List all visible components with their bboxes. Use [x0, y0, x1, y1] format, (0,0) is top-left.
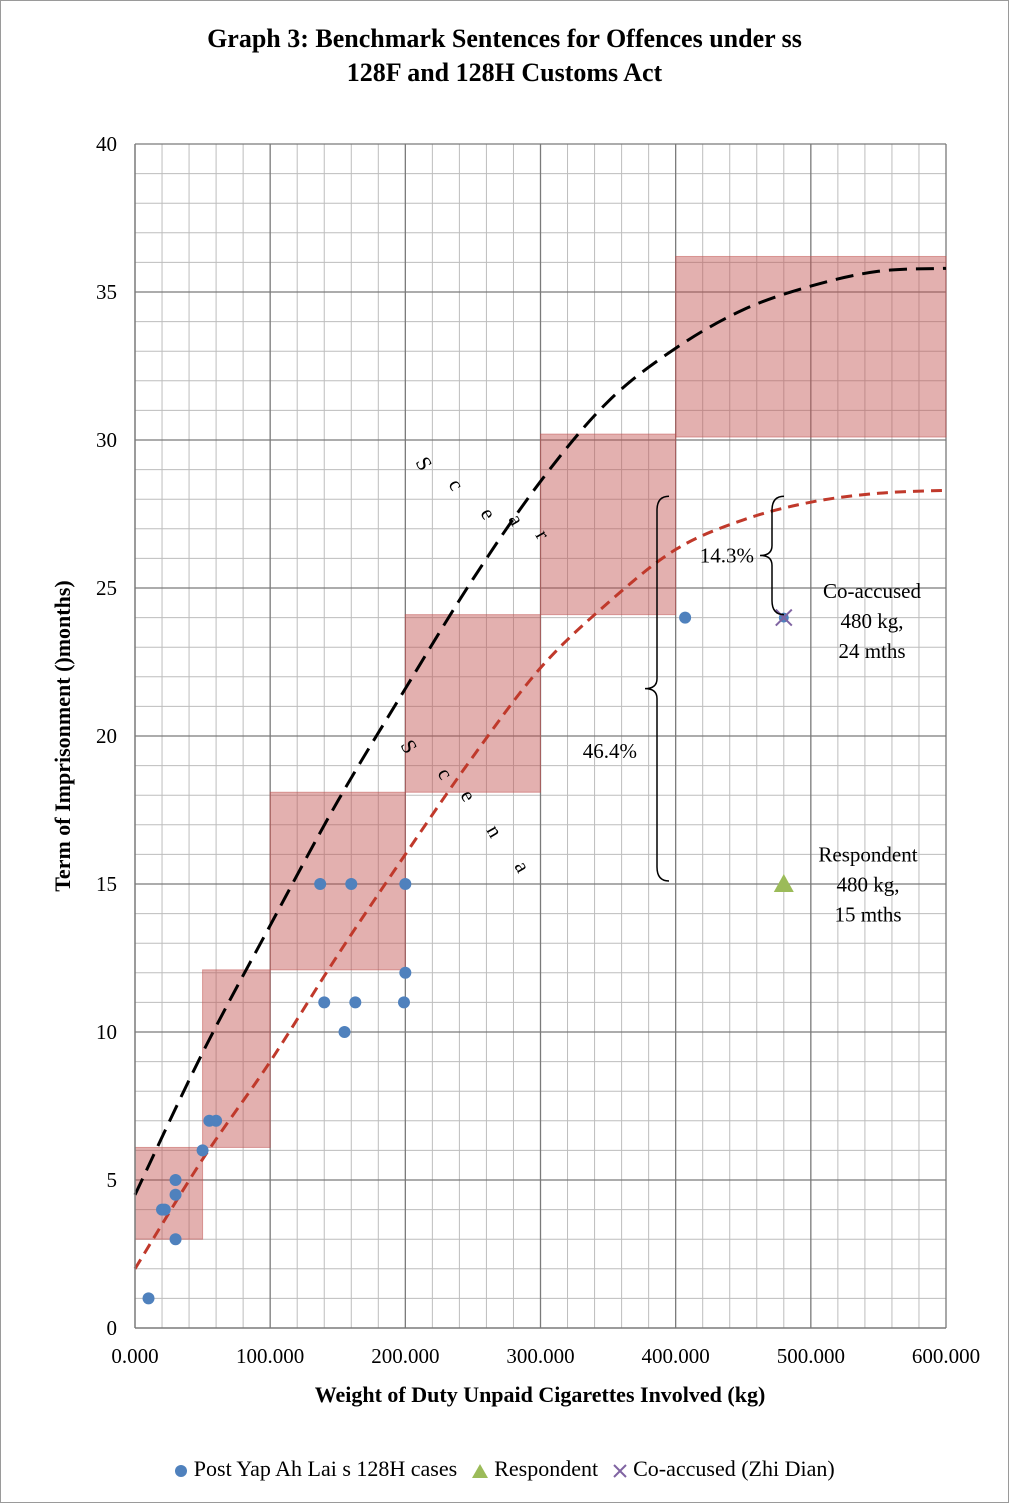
curve-label-glyph: a: [504, 510, 530, 531]
data-point-case: [349, 996, 362, 1009]
shaded-band: [134, 1146, 204, 1240]
shaded-band: [404, 614, 542, 793]
y-tick-label: 35: [96, 280, 117, 304]
x-tick-label: 200.000: [371, 1344, 439, 1368]
annotation-coaccused-line: 24 mths: [838, 639, 905, 663]
trend-curves: [133, 266, 947, 1270]
legend-label-cases: Post Yap Ah Lai s 128H cases: [193, 1456, 458, 1481]
legend: Post Yap Ah Lai s 128H cases Respondent …: [0, 1456, 1009, 1482]
data-point-case: [318, 996, 331, 1009]
x-tick-label: 400.000: [642, 1344, 710, 1368]
x-tick-label: 100.000: [236, 1344, 304, 1368]
x-axis-label: Weight of Duty Unpaid Cigarettes Involve…: [315, 1382, 766, 1407]
trend-curve-upper: [133, 266, 947, 1196]
data-point-respondent: [773, 874, 794, 892]
legend-label-respondent: Respondent: [494, 1456, 599, 1481]
data-point-case: [338, 1026, 351, 1038]
data-point-case: [169, 1174, 182, 1186]
curve-label-glyph: e: [476, 504, 501, 524]
data-point-case: [158, 1203, 171, 1216]
annotation-respondent-line: 15 mths: [834, 902, 901, 926]
axes: [134, 144, 946, 1329]
data-point-case: [314, 878, 327, 890]
legend-item-respondent: Respondent: [471, 1456, 598, 1482]
annotation-14-percent: 14.3%: [700, 543, 754, 567]
legend-marker-x: [612, 1464, 627, 1478]
data-point-case: [169, 1188, 182, 1201]
curve-label-glyph: S: [411, 453, 438, 475]
y-tick-label: 20: [96, 724, 117, 748]
curve-label-glyph: c: [444, 475, 469, 495]
shaded-band: [269, 791, 406, 971]
data-point-case: [399, 966, 412, 979]
y-tick-label: 25: [96, 576, 117, 600]
x-tick-label: 0.000: [111, 1344, 158, 1368]
annotation-46-percent: 46.4%: [583, 739, 637, 763]
x-tick-label: 500.000: [777, 1344, 845, 1368]
legend-marker-circle: [175, 1464, 188, 1477]
legend-item-coaccused: Co-accused (Zhi Dian): [612, 1456, 835, 1482]
grid: [135, 143, 947, 1328]
y-tick-label: 5: [107, 1168, 118, 1192]
y-tick-label: 40: [96, 132, 117, 156]
data-point-case: [169, 1233, 182, 1246]
legend-marker-triangle: [471, 1463, 488, 1478]
legend-label-coaccused: Co-accused (Zhi Dian): [633, 1456, 835, 1481]
trend-curve-lower: [133, 488, 947, 1270]
data-point-coaccused: [775, 608, 793, 627]
y-tick-label: 10: [96, 1020, 117, 1044]
data-point-case: [345, 878, 358, 890]
chart-title-line-2: 128F and 128H Customs Act: [346, 58, 663, 87]
annotation-coaccused-line: 480 kg,: [841, 609, 904, 633]
data-point-case: [397, 996, 410, 1009]
data-point-case: [196, 1144, 209, 1157]
shaded-band: [540, 433, 677, 616]
data-point-case: [142, 1292, 155, 1305]
shaded-band: [675, 255, 947, 438]
tick-labels: 0.000 100.000 200.000 300.000 400.000 500.000…: [96, 132, 980, 1368]
x-tick-label: 600.000: [912, 1344, 980, 1368]
chart-title: Graph 3: Benchmark Sentences for Offence…: [0, 22, 1009, 90]
y-axis-label: Term of Imprisonment ()months): [50, 580, 75, 891]
annotation-respondent-line: 480 kg,: [837, 872, 900, 896]
legend-item-cases: Post Yap Ah Lai s 128H cases: [174, 1456, 457, 1482]
annotation-coaccused-line: Co-accused: [823, 579, 921, 603]
data-point-case: [399, 878, 412, 890]
data-points: [142, 608, 794, 1305]
annotation-respondent-line: Respondent: [818, 842, 917, 866]
chart-svg: 0.000 100.000 200.000 300.000 400.000 500.000…: [50, 132, 980, 1407]
data-point-case: [210, 1114, 223, 1127]
data-point-case: [679, 611, 692, 624]
y-tick-label: 15: [96, 872, 117, 896]
x-tick-label: 300.000: [506, 1344, 574, 1368]
y-tick-label: 0: [107, 1316, 118, 1340]
chart-title-line-1: Graph 3: Benchmark Sentences for Offence…: [207, 24, 802, 53]
brace-14: [759, 495, 785, 616]
y-tick-label: 30: [96, 428, 117, 452]
brace-46: [644, 495, 670, 882]
curve-label-glyph: n: [482, 821, 508, 843]
